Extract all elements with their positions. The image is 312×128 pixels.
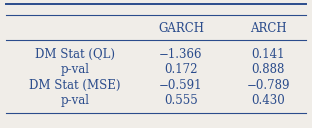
Text: 0.430: 0.430 <box>251 94 285 107</box>
Text: p-val: p-val <box>61 63 89 76</box>
Text: −0.789: −0.789 <box>246 79 290 92</box>
Text: ARCH: ARCH <box>250 22 287 35</box>
Text: −0.591: −0.591 <box>159 79 203 92</box>
Text: 0.172: 0.172 <box>164 63 198 76</box>
Text: −1.366: −1.366 <box>159 48 203 61</box>
Text: 0.141: 0.141 <box>251 48 285 61</box>
Text: 0.555: 0.555 <box>164 94 198 107</box>
Text: DM Stat (MSE): DM Stat (MSE) <box>29 79 121 92</box>
Text: GARCH: GARCH <box>158 22 204 35</box>
Text: p-val: p-val <box>61 94 89 107</box>
Text: DM Stat (QL): DM Stat (QL) <box>35 48 115 61</box>
Text: 0.888: 0.888 <box>252 63 285 76</box>
